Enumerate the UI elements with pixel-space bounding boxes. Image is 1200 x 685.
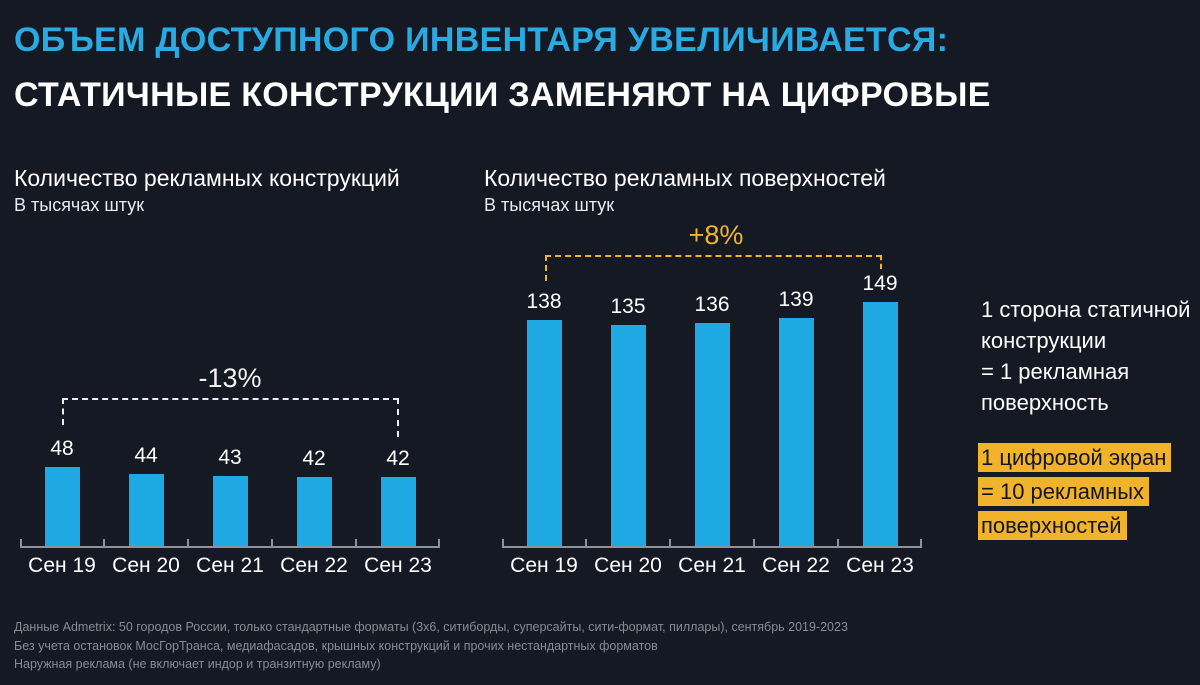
page-title-line2: СТАТИЧНЫЕ КОНСТРУКЦИИ ЗАМЕНЯЮТ НА ЦИФРОВ… <box>14 76 991 114</box>
bar <box>212 476 248 546</box>
bar-value-label: 43 <box>218 446 242 469</box>
x-axis-label: Сен 20 <box>112 554 180 577</box>
left-chart-bars: 48 44 43 42 42 <box>20 246 440 546</box>
bar-value-label: 135 <box>610 295 646 318</box>
side-note-line: конструкции <box>981 328 1107 353</box>
left-bracket-left-drop <box>62 398 64 425</box>
x-axis-label: Сен 22 <box>280 554 348 577</box>
footnotes: Данные Admetrix: 50 городов России, толь… <box>14 618 848 674</box>
bar-column: 149 <box>838 246 922 546</box>
bar-value-label: 139 <box>778 288 814 311</box>
axis-tick <box>585 539 587 548</box>
highlighted-line: поверхностей <box>978 511 1127 540</box>
bar <box>380 477 416 546</box>
left-bracket-line <box>62 398 399 400</box>
bar <box>778 318 814 546</box>
footnote-line: Данные Admetrix: 50 городов России, толь… <box>14 620 848 634</box>
footnote-line: Наружная реклама (не включает индор и тр… <box>14 657 381 671</box>
x-axis-label: Сен 19 <box>28 554 96 577</box>
side-note-line: 1 сторона статичной <box>981 297 1191 322</box>
bar-value-label: 149 <box>862 272 898 295</box>
bar-value-label: 138 <box>526 290 562 313</box>
bar <box>862 302 898 546</box>
bar <box>44 467 80 546</box>
axis-tick <box>438 539 440 548</box>
bar-column: 43 <box>188 246 272 546</box>
bar-column: 138 <box>502 246 586 546</box>
axis-tick <box>669 539 671 548</box>
bar-column: 48 <box>20 246 104 546</box>
axis-tick <box>837 539 839 548</box>
bar <box>128 474 164 546</box>
bar-column: 139 <box>754 246 838 546</box>
axis-tick <box>103 539 105 548</box>
x-axis-label: Сен 19 <box>510 554 578 577</box>
x-axis-label: Сен 23 <box>364 554 432 577</box>
left-chart-title: Количество рекламных конструкций <box>14 165 400 191</box>
right-chart-x-axis <box>502 539 922 548</box>
axis-tick <box>753 539 755 548</box>
right-chart-x-labels: Сен 19 Сен 20 Сен 21 Сен 22 Сен 23 <box>502 554 922 578</box>
footnote-line: Без учета остановок МосГорТранса, медиаф… <box>14 638 658 653</box>
bar-value-label: 48 <box>50 437 74 460</box>
side-note-line: = 1 рекламная <box>981 359 1130 384</box>
axis-tick <box>502 539 504 548</box>
x-axis-label: Сен 20 <box>594 554 662 577</box>
axis-tick <box>920 539 922 548</box>
x-axis-label: Сен 23 <box>846 554 914 577</box>
bar-column: 135 <box>586 246 670 546</box>
axis-tick <box>271 539 273 548</box>
x-axis-label: Сен 21 <box>678 554 746 577</box>
bar-value-label: 136 <box>694 293 730 316</box>
left-chart-x-axis <box>20 539 440 548</box>
axis-tick <box>20 539 22 548</box>
x-axis-label: Сен 21 <box>196 554 264 577</box>
bar-value-label: 44 <box>134 444 158 467</box>
axis-line <box>502 546 922 548</box>
axis-tick <box>355 539 357 548</box>
axis-tick <box>187 539 189 548</box>
bar <box>694 323 730 546</box>
right-chart-change-label: +8% <box>688 220 744 250</box>
bar <box>296 477 332 546</box>
right-bracket-line <box>545 255 882 257</box>
right-bracket-left-drop <box>545 255 547 281</box>
bar-column: 44 <box>104 246 188 546</box>
bar-value-label: 42 <box>302 447 326 470</box>
axis-line <box>20 546 440 548</box>
bar-column: 42 <box>356 246 440 546</box>
right-bracket-right-drop <box>880 255 882 269</box>
bar-value-label: 42 <box>386 447 410 470</box>
highlighted-line: = 10 рекламных <box>978 477 1150 506</box>
side-note-line: поверхность <box>981 390 1109 415</box>
highlighted-line: 1 цифровой экран <box>978 443 1172 472</box>
bar-column: 42 <box>272 246 356 546</box>
side-note: 1 сторона статичной конструкции = 1 рекл… <box>981 294 1197 418</box>
x-axis-label: Сен 22 <box>762 554 830 577</box>
bar <box>526 320 562 546</box>
left-chart-x-labels: Сен 19 Сен 20 Сен 21 Сен 22 Сен 23 <box>20 554 440 578</box>
right-chart-title: Количество рекламных поверхностей <box>484 165 886 191</box>
right-chart-subtitle: В тысячах штук <box>484 195 615 215</box>
left-chart-subtitle: В тысячах штук <box>14 195 145 215</box>
bar <box>610 325 646 546</box>
page-title-line1: ОБЪЕМ ДОСТУПНОГО ИНВЕНТАРЯ УВЕЛИЧИВАЕТСЯ… <box>14 21 949 59</box>
left-chart-change-label: -13% <box>198 363 262 393</box>
bar-column: 136 <box>670 246 754 546</box>
left-bracket-right-drop <box>397 398 399 437</box>
side-note-highlight: 1 цифровой экран = 10 рекламных поверхно… <box>978 443 1172 545</box>
right-chart-bars: 138 135 136 139 149 <box>502 246 922 546</box>
